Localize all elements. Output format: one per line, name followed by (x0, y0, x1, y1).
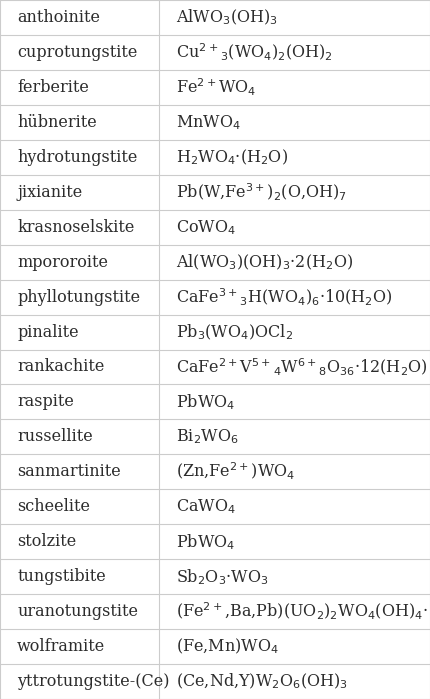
Text: (Fe,Mn)WO$_4$: (Fe,Mn)WO$_4$ (176, 637, 280, 656)
Bar (0, 489, 430, 524)
Text: raspite: raspite (17, 394, 74, 410)
Bar (0, 210, 430, 245)
Bar (0, 315, 430, 350)
Text: tungstibite: tungstibite (17, 568, 106, 585)
Text: Cu$^{2+}$$_3$(WO$_4$)$_2$(OH)$_2$: Cu$^{2+}$$_3$(WO$_4$)$_2$(OH)$_2$ (176, 42, 333, 63)
Bar (0, 35, 430, 70)
Text: anthoinite: anthoinite (17, 9, 100, 26)
Bar (0, 105, 430, 140)
Text: CoWO$_4$: CoWO$_4$ (176, 218, 236, 236)
Text: sanmartinite: sanmartinite (17, 463, 121, 480)
Bar (0, 140, 430, 175)
Text: CaWO$_4$: CaWO$_4$ (176, 498, 236, 516)
Bar (0, 559, 430, 594)
Bar (0, 524, 430, 559)
Text: jixianite: jixianite (17, 184, 83, 201)
Text: stolzite: stolzite (17, 533, 77, 550)
Text: MnWO$_4$: MnWO$_4$ (176, 113, 241, 131)
Text: Bi$_2$WO$_6$: Bi$_2$WO$_6$ (176, 428, 239, 446)
Bar (0, 594, 430, 629)
Text: krasnoselskite: krasnoselskite (17, 219, 135, 236)
Text: H$_2$WO$_4$·(H$_2$O): H$_2$WO$_4$·(H$_2$O) (176, 147, 289, 167)
Text: ferberite: ferberite (17, 79, 89, 96)
Text: phyllotungstite: phyllotungstite (17, 289, 140, 305)
Text: mpororoite: mpororoite (17, 254, 108, 271)
Text: hydrotungstite: hydrotungstite (17, 149, 138, 166)
Text: CaFe$^{2+}$V$^{5+}$$_4$W$^{6+}$$_8$O$_{36}$·12(H$_2$O): CaFe$^{2+}$V$^{5+}$$_4$W$^{6+}$$_8$O$_{3… (176, 356, 428, 377)
Bar (0, 245, 430, 280)
Text: PbWO$_4$: PbWO$_4$ (176, 532, 236, 552)
Text: CaFe$^{3+}$$_3$H(WO$_4$)$_6$·10(H$_2$O): CaFe$^{3+}$$_3$H(WO$_4$)$_6$·10(H$_2$O) (176, 287, 393, 308)
Text: Sb$_2$O$_3$·WO$_3$: Sb$_2$O$_3$·WO$_3$ (176, 567, 269, 586)
Bar (0, 454, 430, 489)
Bar (0, 350, 430, 384)
Bar (0, 175, 430, 210)
Text: pinalite: pinalite (17, 324, 79, 340)
Text: hübnerite: hübnerite (17, 114, 97, 131)
Text: yttrotungstite-(Ce): yttrotungstite-(Ce) (17, 673, 170, 690)
Text: Pb(W,Fe$^{3+}$)$_2$(O,OH)$_7$: Pb(W,Fe$^{3+}$)$_2$(O,OH)$_7$ (176, 182, 347, 203)
Text: PbWO$_4$: PbWO$_4$ (176, 392, 236, 412)
Text: uranotungstite: uranotungstite (17, 603, 138, 620)
Bar (0, 384, 430, 419)
Bar (0, 664, 430, 699)
Text: scheelite: scheelite (17, 498, 90, 515)
Bar (0, 419, 430, 454)
Text: Al(WO$_3$)(OH)$_3$·2(H$_2$O): Al(WO$_3$)(OH)$_3$·2(H$_2$O) (176, 252, 353, 272)
Bar (0, 70, 430, 105)
Text: wolframite: wolframite (17, 638, 105, 655)
Text: AlWO$_3$(OH)$_3$: AlWO$_3$(OH)$_3$ (176, 8, 278, 27)
Bar (0, 629, 430, 664)
Bar (0, 280, 430, 315)
Text: Fe$^{2+}$WO$_4$: Fe$^{2+}$WO$_4$ (176, 77, 257, 98)
Text: (Zn,Fe$^{2+}$)WO$_4$: (Zn,Fe$^{2+}$)WO$_4$ (176, 461, 295, 482)
Bar (0, 0, 430, 35)
Text: Pb$_3$(WO$_4$)OCl$_2$: Pb$_3$(WO$_4$)OCl$_2$ (176, 322, 293, 342)
Text: (Fe$^{2+}$,Ba,Pb)(UO$_2$)$_2$WO$_4$(OH)$_4$·12(H$_2$O): (Fe$^{2+}$,Ba,Pb)(UO$_2$)$_2$WO$_4$(OH)$… (176, 601, 430, 622)
Text: cuprotungstite: cuprotungstite (17, 44, 138, 61)
Text: russellite: russellite (17, 428, 93, 445)
Text: rankachite: rankachite (17, 359, 104, 375)
Text: (Ce,Nd,Y)W$_2$O$_6$(OH)$_3$: (Ce,Nd,Y)W$_2$O$_6$(OH)$_3$ (176, 672, 348, 691)
